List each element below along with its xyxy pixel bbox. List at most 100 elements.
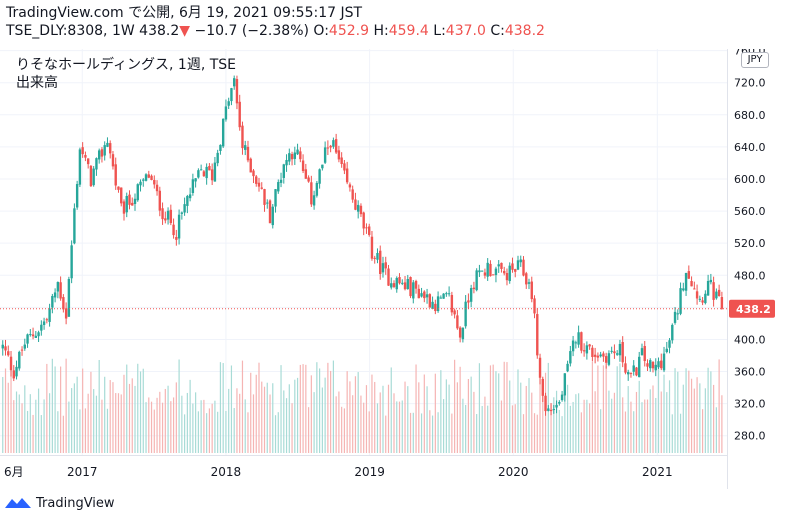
volume-bar bbox=[713, 384, 715, 453]
time-axis[interactable]: 6月 2017 2018 2019 2020 2021 bbox=[4, 465, 673, 479]
candle bbox=[235, 75, 239, 110]
candle bbox=[288, 148, 291, 166]
candle bbox=[472, 281, 476, 294]
volume-bar bbox=[379, 392, 381, 453]
price-tick-label: 560.0 bbox=[734, 205, 766, 218]
volume-bar bbox=[404, 381, 406, 453]
candle bbox=[480, 270, 484, 272]
candle bbox=[497, 260, 500, 273]
volume-bar bbox=[197, 411, 199, 453]
volume-bar bbox=[192, 403, 194, 453]
volume-bar bbox=[46, 363, 48, 453]
candle bbox=[78, 147, 82, 188]
volume-bar bbox=[321, 387, 323, 453]
volume-bar bbox=[434, 373, 436, 453]
volume-bar bbox=[313, 392, 315, 453]
time-tick-label: 2021 bbox=[642, 465, 673, 479]
volume-bar bbox=[258, 362, 260, 453]
candle bbox=[401, 279, 404, 286]
volume-bar bbox=[230, 365, 233, 453]
chart-frame[interactable]: 760.0720.0680.0640.0600.0560.0520.0480.0… bbox=[0, 49, 778, 489]
volume-bar bbox=[228, 388, 230, 453]
candle bbox=[516, 255, 520, 271]
volume-bar bbox=[200, 400, 202, 453]
volume-bar bbox=[319, 368, 321, 453]
volume-bar bbox=[715, 407, 717, 453]
candle bbox=[555, 400, 558, 414]
candle bbox=[263, 188, 266, 212]
price-axis[interactable]: 760.0720.0680.0640.0600.0560.0520.0480.0… bbox=[729, 49, 775, 443]
volume-bar bbox=[500, 400, 503, 453]
volume-bar bbox=[657, 365, 660, 453]
volume-bar bbox=[520, 382, 522, 453]
candle bbox=[56, 281, 60, 299]
volume-bar bbox=[98, 359, 100, 453]
volume-bar bbox=[186, 392, 188, 453]
volume-bar bbox=[68, 401, 70, 453]
volume-bar bbox=[589, 403, 591, 453]
volume-bar bbox=[437, 412, 439, 453]
candle bbox=[684, 272, 688, 296]
chart-canvas[interactable]: 760.0720.0680.0640.0600.0560.0520.0480.0… bbox=[0, 49, 778, 489]
candle bbox=[566, 360, 569, 373]
volume-bar bbox=[498, 373, 500, 453]
candle bbox=[307, 175, 310, 183]
volume-bar bbox=[638, 380, 640, 453]
volume-bar bbox=[484, 396, 486, 453]
volume-bar bbox=[701, 409, 704, 453]
close-label: C: bbox=[490, 23, 505, 39]
candle bbox=[191, 173, 195, 196]
candle bbox=[255, 174, 258, 187]
volume-bar bbox=[685, 368, 687, 453]
candle bbox=[301, 154, 305, 174]
volume-bar bbox=[307, 407, 310, 453]
candle bbox=[241, 121, 244, 155]
candle bbox=[95, 157, 98, 176]
currency-button[interactable]: JPY bbox=[741, 52, 769, 68]
volume-bar bbox=[646, 399, 649, 453]
volume-bar bbox=[62, 415, 64, 453]
volume-bar bbox=[677, 371, 679, 453]
candle bbox=[508, 262, 511, 284]
candle bbox=[202, 170, 206, 177]
candle bbox=[351, 185, 354, 203]
candle bbox=[379, 245, 382, 280]
candle bbox=[671, 323, 674, 344]
candle bbox=[698, 295, 702, 303]
volume-bar bbox=[690, 378, 693, 453]
volume-bar bbox=[43, 399, 45, 453]
volume-bar bbox=[349, 381, 351, 453]
candle bbox=[390, 277, 393, 290]
candle bbox=[221, 118, 225, 149]
candle bbox=[150, 174, 153, 181]
price-tick-label: 400.0 bbox=[734, 333, 766, 346]
volume-bar bbox=[225, 410, 227, 453]
time-tick-label: 2017 bbox=[67, 465, 98, 479]
candle bbox=[500, 262, 503, 273]
volume-bar bbox=[343, 408, 346, 453]
candle bbox=[607, 350, 611, 367]
candle bbox=[431, 296, 434, 309]
volume-bar bbox=[13, 400, 15, 453]
volume-bar bbox=[465, 404, 467, 453]
volume-bar bbox=[294, 379, 296, 453]
volume-bar bbox=[476, 414, 478, 453]
candle bbox=[519, 255, 522, 267]
candle bbox=[690, 276, 693, 287]
candle bbox=[304, 163, 308, 179]
volume-bar bbox=[539, 367, 541, 453]
candle bbox=[439, 295, 443, 299]
volume-bar bbox=[426, 386, 428, 453]
candle bbox=[84, 151, 87, 162]
candle bbox=[246, 140, 250, 163]
current-price-tag: 438.2 bbox=[729, 299, 775, 318]
volume-bar bbox=[4, 368, 7, 453]
candle bbox=[232, 75, 236, 90]
candle bbox=[166, 207, 170, 225]
footer: TradingView bbox=[4, 494, 115, 512]
down-arrow-icon: ▼ bbox=[179, 23, 191, 39]
volume-bar bbox=[252, 394, 255, 453]
volume-bar bbox=[415, 364, 417, 453]
volume-bar bbox=[266, 382, 268, 453]
candle bbox=[268, 199, 272, 224]
